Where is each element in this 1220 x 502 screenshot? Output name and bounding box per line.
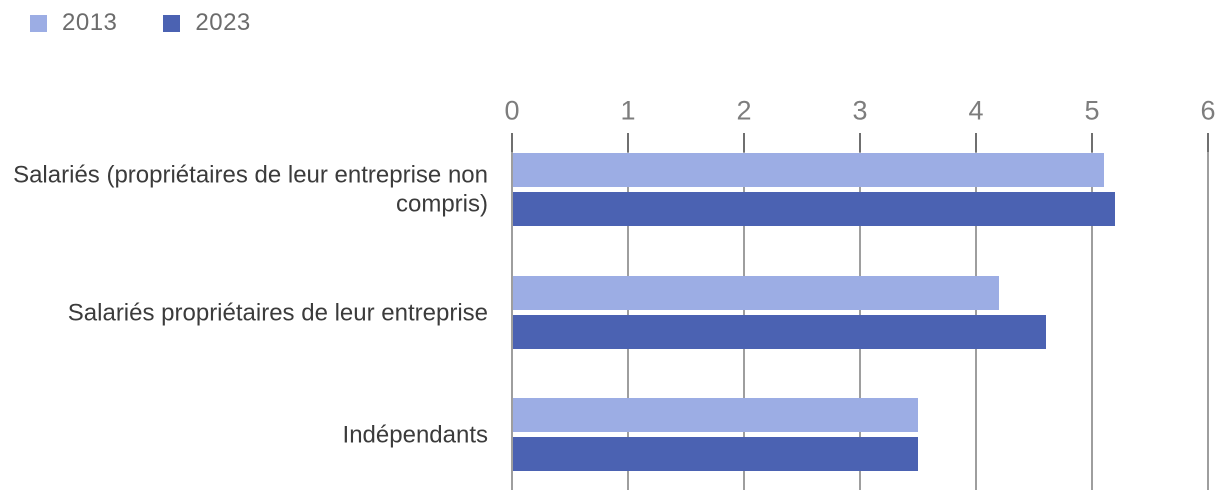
legend-item-2023: 2023 [163,9,250,37]
x-gridline [1091,133,1093,490]
chart-legend: 2013 2023 [30,9,251,37]
x-axis-tick-label: 4 [968,95,984,126]
x-gridline [1207,133,1209,490]
legend-swatch-2013 [30,14,47,32]
x-axis-tick-label: 0 [504,95,520,126]
bar-2023 [513,437,918,471]
x-gridline [975,133,977,490]
bar-2023 [513,192,1115,226]
x-gridline [743,133,745,490]
category-label: Indépendants [342,421,488,449]
bar-2013 [513,276,999,310]
x-gridline [511,133,513,490]
x-axis-tick-label: 1 [620,95,636,126]
bar-2023 [513,315,1046,349]
legend-item-2013: 2013 [30,9,117,37]
category-label: Salariés (propriétaires de leur entrepri… [13,161,488,218]
x-axis-tick [743,133,745,152]
x-axis-tick [975,133,977,152]
x-axis-tick-label: 3 [852,95,868,126]
x-axis-tick [511,133,513,152]
x-axis-tick-label: 6 [1200,95,1216,126]
x-axis-tick [859,133,861,152]
x-gridline [627,133,629,490]
x-axis-tick-label: 2 [736,95,752,126]
category-label: Salariés propriétaires de leur entrepris… [67,299,488,327]
x-axis-tick-label: 5 [1084,95,1100,126]
x-gridline [859,133,861,490]
x-axis-tick [627,133,629,152]
bar-2013 [513,153,1104,187]
legend-swatch-2023 [163,14,181,32]
bar-2013 [513,398,918,432]
legend-label-2013: 2013 [62,9,118,36]
x-axis-tick [1207,133,1209,152]
legend-label-2023: 2023 [195,9,251,36]
x-axis-tick [1091,133,1093,152]
